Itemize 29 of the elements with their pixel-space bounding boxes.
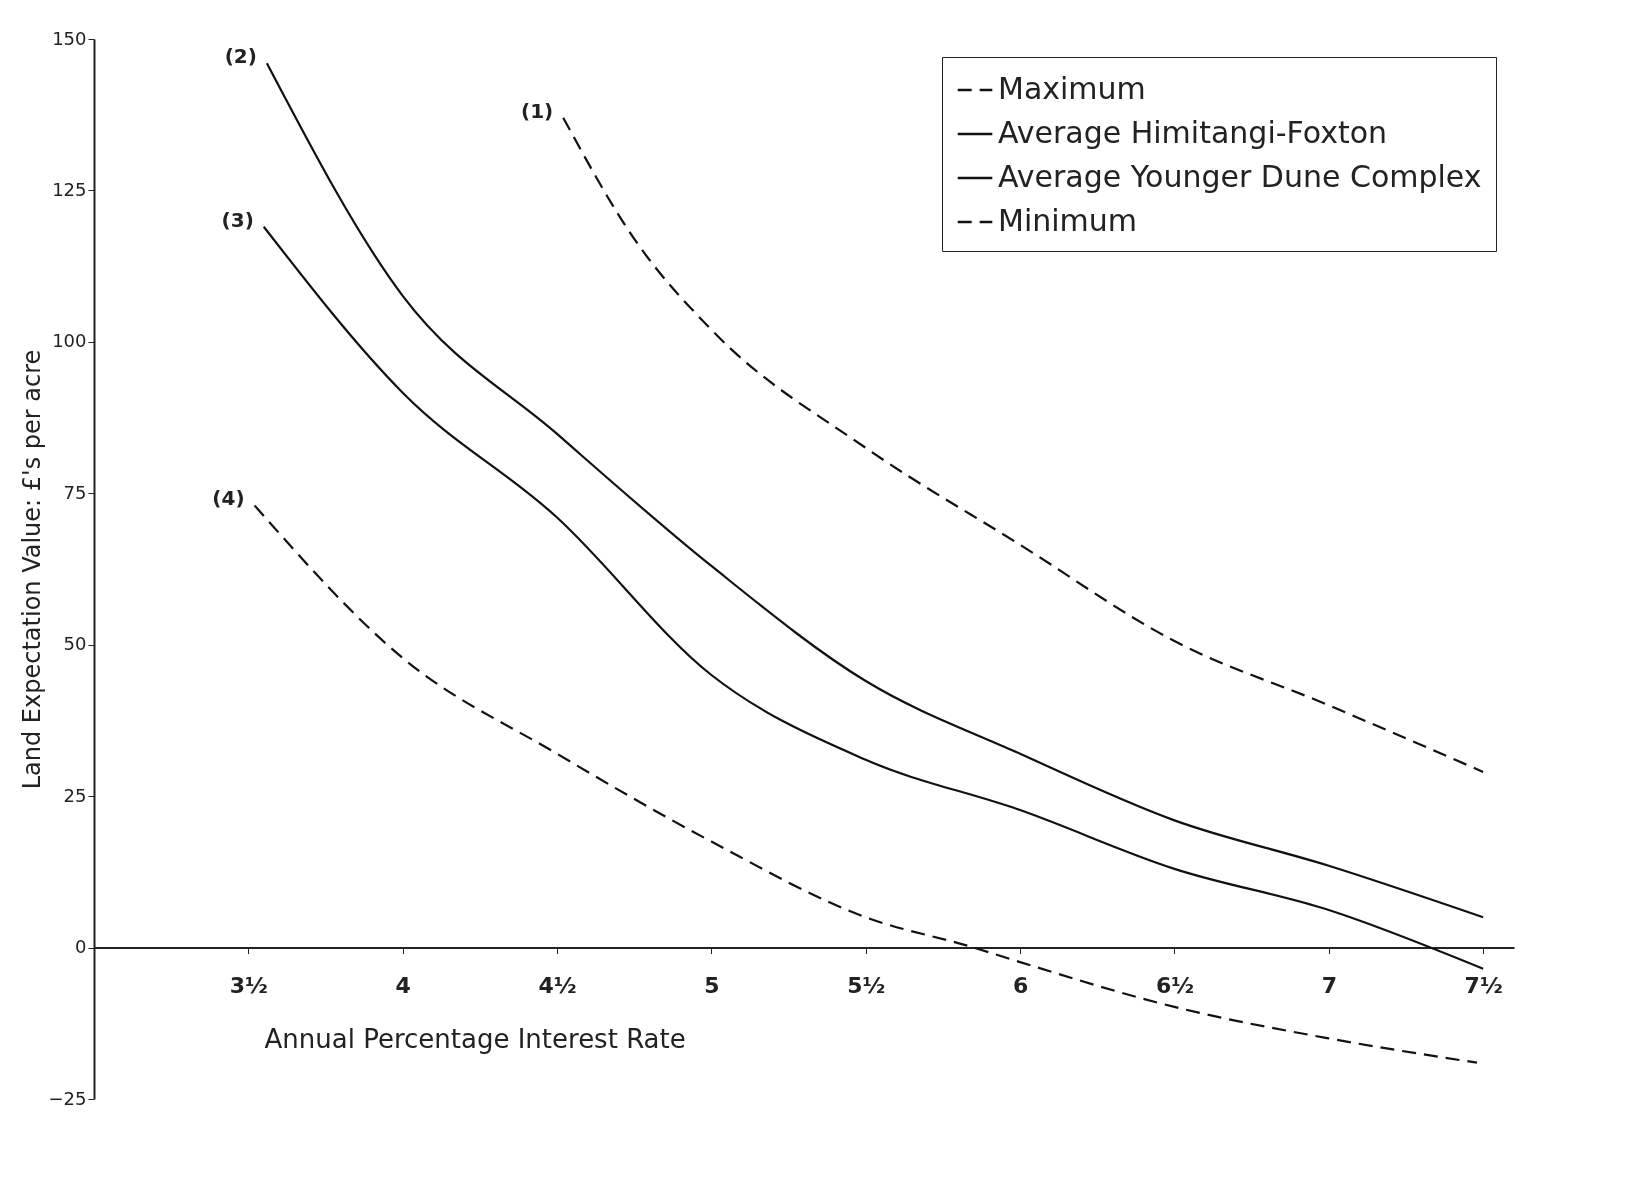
x-tick-label: 7 [1321, 973, 1337, 999]
annotation: (3) [221, 207, 254, 232]
x-tick-label: 6 [1012, 973, 1029, 999]
x-tick-label: 5 [704, 973, 720, 999]
y-tick-label: 25 [63, 784, 87, 806]
annotation: (4) [212, 486, 245, 511]
y-tick-label: −25 [48, 1087, 87, 1109]
legend-label: Maximum [998, 71, 1146, 106]
x-tick-label: 3½ [229, 973, 268, 999]
x-tick-label: 7½ [1464, 973, 1503, 999]
y-tick-label: 50 [63, 633, 87, 655]
y-tick-label: 150 [52, 27, 87, 49]
legend-label: Average Himitangi-Foxton [998, 115, 1388, 150]
x-tick-label: 4½ [538, 973, 577, 999]
y-tick-label: 75 [63, 481, 87, 503]
line-series [562, 116, 1485, 774]
y-axis-title: Land Expectation Value: £'s per acre [17, 349, 46, 790]
x-tick-label: 6½ [1155, 973, 1194, 999]
legend-label: Minimum [998, 203, 1138, 238]
x-axis-title: Annual Percentage Interest Rate [264, 1024, 686, 1055]
line-series [265, 62, 1485, 919]
annotation: (1) [521, 98, 554, 123]
annotation: (2) [224, 44, 257, 69]
x-tick-label: 4 [395, 973, 411, 999]
y-tick-label: 0 [75, 936, 87, 958]
legend-label: Average Younger Dune Complex [998, 159, 1482, 194]
y-tick-label: 125 [52, 178, 87, 200]
y-tick-label: 100 [52, 330, 87, 352]
x-tick-label: 5½ [847, 973, 886, 999]
